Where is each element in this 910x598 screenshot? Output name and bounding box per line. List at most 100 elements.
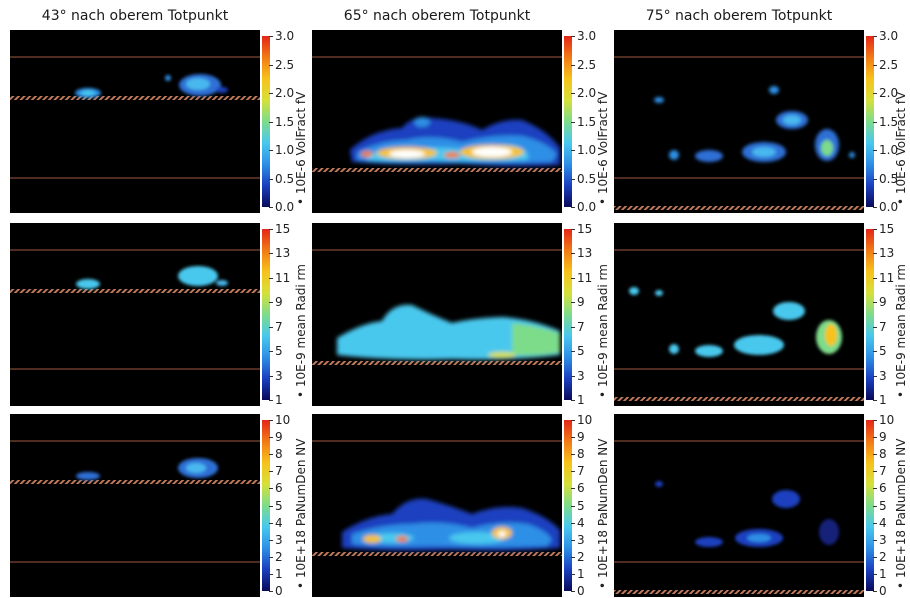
- spray-plume-image: [10, 440, 260, 563]
- colorbar-tick-label: 1: [873, 566, 887, 581]
- colorbar-tick-label: 13: [268, 246, 291, 261]
- panel-panumden-43: [10, 414, 260, 597]
- panel-volfract-75: [614, 30, 864, 213]
- colorbar-tick-label: 15: [570, 222, 593, 236]
- colorbar-tick-label: 1.5: [268, 114, 295, 129]
- colorbar-tick-label: 0: [873, 584, 887, 598]
- panel-meanradi-75: [614, 223, 864, 406]
- colorbar-tick-label: 8: [873, 447, 887, 462]
- colorbar-tick-label: 10: [268, 413, 291, 427]
- colorbar-tick-label: 11: [268, 270, 291, 285]
- colorbar-tick-label: 9: [269, 295, 283, 310]
- colorbar: [564, 229, 572, 400]
- colorbar-tick-label: 2.5: [570, 57, 597, 72]
- colorbar-tick-label: 2: [269, 549, 283, 564]
- column-title-65: 65° nach oberem Totpunkt: [343, 8, 531, 24]
- colorbar-tick-label: 9: [269, 430, 283, 445]
- spray-plume-image: [614, 56, 864, 210]
- colorbar-tick-label: 3.0: [570, 29, 597, 43]
- colorbar-tick-label: 0: [571, 584, 585, 598]
- colorbar-tick-label: 15: [872, 222, 895, 236]
- panel-volfract-43: [10, 30, 260, 213]
- colorbar-label: • 10E-6 VolFract fV: [294, 91, 308, 205]
- colorbar-tick-label: 1: [571, 566, 585, 581]
- spray-plume-image: [312, 440, 562, 556]
- colorbar-tick-label: 1.5: [872, 114, 899, 129]
- colorbar-label: • 10E+18 PaNumDen NV: [294, 438, 308, 589]
- colorbar-tick-label: 7: [571, 464, 585, 479]
- colorbar-tick-label: 5: [873, 498, 887, 513]
- colorbar-tick-label: 6: [873, 481, 887, 496]
- colorbar-tick-label: 1: [269, 393, 283, 407]
- colorbar-tick-label: 2.0: [570, 86, 597, 100]
- colorbar-label: • 10E-6 VolFract fV: [894, 91, 908, 205]
- colorbar-tick-label: 7: [269, 464, 283, 479]
- spray-plume-image: [312, 249, 562, 365]
- colorbar-tick-label: 3.0: [268, 29, 295, 43]
- colorbar-label: • 10E+18 PaNumDen NV: [894, 438, 908, 589]
- colorbar-tick-label: 11: [570, 270, 593, 285]
- colorbar-tick-label: 6: [269, 481, 283, 496]
- colorbar-tick-label: 1: [873, 393, 887, 407]
- colorbar-tick-label: 2: [571, 549, 585, 564]
- colorbar-tick-label: 8: [571, 447, 585, 462]
- colorbar-tick-label: 0: [269, 584, 283, 598]
- colorbar: [866, 420, 874, 591]
- spray-plume-image: [312, 56, 562, 172]
- spray-plume-image: [10, 249, 260, 370]
- colorbar-tick-label: 0.5: [570, 171, 597, 186]
- colorbar-tick-label: 5: [571, 498, 585, 513]
- colorbar: [262, 36, 270, 207]
- colorbar-tick-label: 2.0: [268, 86, 295, 100]
- panel-volfract-65: [312, 30, 562, 213]
- colorbar-tick-label: 5: [269, 498, 283, 513]
- colorbar: [262, 420, 270, 591]
- colorbar-tick-label: 0.5: [268, 171, 295, 186]
- panel-panumden-65: [312, 414, 562, 597]
- colorbar-tick-label: 9: [873, 295, 887, 310]
- colorbar-tick-label: 2.0: [872, 86, 899, 100]
- colorbar-tick-label: 7: [873, 319, 887, 334]
- colorbar-tick-label: 6: [571, 481, 585, 496]
- colorbar-tick-label: 4: [873, 515, 887, 530]
- colorbar-tick-label: 2.5: [268, 57, 295, 72]
- colorbar: [866, 36, 874, 207]
- colorbar-tick-label: 3.0: [872, 29, 899, 43]
- panel-meanradi-65: [312, 223, 562, 406]
- colorbar-tick-label: 7: [571, 319, 585, 334]
- colorbar-tick-label: 9: [571, 295, 585, 310]
- colorbar-tick-label: 5: [873, 344, 887, 359]
- colorbar: [262, 229, 270, 400]
- colorbar-tick-label: 13: [570, 246, 593, 261]
- colorbar-tick-label: 4: [269, 515, 283, 530]
- colorbar-label: • 10E-6 VolFract fV: [596, 91, 610, 205]
- colorbar-tick-label: 8: [269, 447, 283, 462]
- colorbar-tick-label: 1: [269, 566, 283, 581]
- colorbar-tick-label: 13: [872, 246, 895, 261]
- panel-panumden-75: [614, 414, 864, 597]
- spray-plume-image: [10, 56, 260, 179]
- colorbar: [866, 229, 874, 400]
- colorbar-tick-label: 5: [571, 344, 585, 359]
- colorbar-label: • 10E+18 PaNumDen NV: [596, 438, 610, 589]
- colorbar: [564, 420, 572, 591]
- panel-meanradi-43: [10, 223, 260, 406]
- colorbar-tick-label: 2.5: [872, 57, 899, 72]
- colorbar-tick-label: 9: [873, 430, 887, 445]
- column-title-43: 43° nach oberem Totpunkt: [41, 8, 229, 24]
- colorbar-tick-label: 1.0: [268, 143, 295, 157]
- colorbar-tick-label: 0.5: [872, 171, 899, 186]
- colorbar-tick-label: 1.0: [570, 143, 597, 157]
- colorbar-tick-label: 1: [571, 393, 585, 407]
- colorbar-tick-label: 3: [873, 368, 887, 383]
- colorbar-label: • 10E-9 mean Radi rm: [294, 264, 308, 398]
- colorbar-tick-label: 2: [873, 549, 887, 564]
- colorbar-tick-label: 3: [571, 532, 585, 547]
- colorbar-tick-label: 5: [269, 344, 283, 359]
- colorbar-tick-label: 3: [269, 368, 283, 383]
- colorbar-tick-label: 10: [872, 413, 895, 427]
- colorbar-tick-label: 0.0: [872, 200, 899, 214]
- colorbar: [564, 36, 572, 207]
- colorbar-tick-label: 3: [269, 532, 283, 547]
- colorbar-tick-label: 7: [873, 464, 887, 479]
